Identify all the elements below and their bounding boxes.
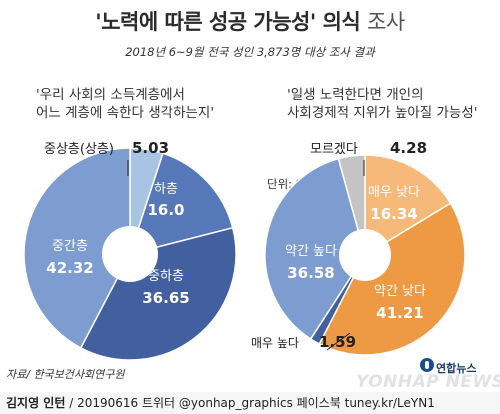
pie1-label-3: 약간 높다 [285, 244, 337, 259]
credit-author: 김지영 인턴 [6, 396, 66, 410]
pie1-value-4: 4.28 [390, 139, 427, 157]
pie0-value-0: 5.03 [132, 139, 169, 157]
pie1-label-2: 매우 높다 [251, 336, 299, 350]
pie1-center-hole [339, 229, 391, 281]
pie1-leader-2 [326, 332, 351, 351]
title-suffix: 조사 [367, 10, 405, 34]
pie0-label-1: 하층 [154, 182, 178, 197]
pie0-label-3: 중간층 [52, 239, 88, 254]
yonhap-logo-icon [420, 358, 434, 372]
pie1-value-1: 41.21 [376, 304, 423, 322]
pie0-label-2: 중하층 [148, 269, 184, 284]
yonhap-logo-watermark: YONHAP NEWS [356, 372, 500, 392]
page-title: '노력에 따른 성공 가능성' 의식 조사 [0, 6, 500, 36]
pie1-slice-1 [318, 202, 466, 356]
pie1-value-3: 36.58 [287, 264, 334, 282]
pie0-slice-3 [23, 147, 131, 349]
pie1-label-0: 매우 낮다 [368, 185, 420, 200]
pie1-value-2: 1.59 [319, 333, 356, 351]
pie0-value-3: 42.32 [46, 259, 93, 277]
credit-line: 김지영 인턴 / 20190616 트위터 @yonhap_graphics 페… [6, 394, 435, 411]
pie1-value-0: 16.34 [370, 205, 417, 223]
pie0-label-0: 중상층(상층) [44, 142, 114, 157]
right-chart-question: '일생 노력한다면 개인의 사회경제적 지위가 높아질 가능성' [287, 86, 477, 122]
pie1-slice-0 [364, 154, 452, 257]
yonhap-logo-korean: 연합뉴스 [436, 362, 477, 375]
pie0-slice-1 [128, 152, 234, 256]
pie0-slice-2 [79, 226, 237, 361]
subtitle: 2018년 6~9월 전국 성인 3,873명 대상 조사 결과 [125, 45, 375, 59]
pie1-label-4: 모르겠다 [310, 142, 358, 157]
left-question-line-1: '우리 사회의 소득계층에서 [36, 87, 185, 103]
right-question-line-2: 사회경제적 지위가 높아질 가능성' [287, 105, 478, 121]
left-question-line-2: 어느 계층에 속한다 생각하는지' [36, 105, 215, 121]
pie0-value-1: 16.0 [147, 201, 184, 219]
pie1-label-1: 약간 낮다 [374, 284, 426, 299]
pie0-value-2: 36.65 [142, 289, 189, 307]
title-main: '노력에 따른 성공 가능성' 의식 [95, 10, 361, 34]
pie0-center-hole [102, 226, 158, 282]
source-note: 자료/ 한국보건사회연구원 [6, 368, 125, 381]
left-chart-question: '우리 사회의 소득계층에서 어느 계층에 속한다 생각하는지' [36, 86, 214, 122]
pie1-slice-3 [264, 157, 366, 340]
footer-bar [0, 392, 500, 414]
credit-rest: / 20190616 트위터 @yonhap_graphics 페이스북 tun… [65, 396, 435, 410]
right-question-line-1: '일생 노력한다면 개인의 [287, 87, 424, 103]
